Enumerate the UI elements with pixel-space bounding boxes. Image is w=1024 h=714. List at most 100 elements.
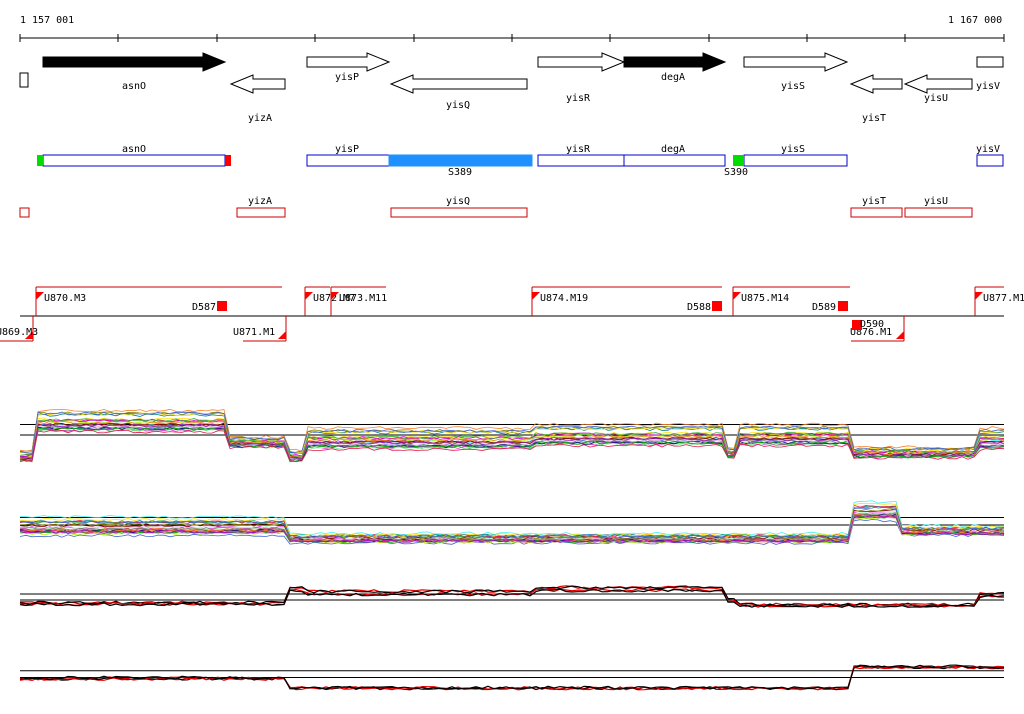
blue-feature-yisV [976, 154, 1004, 167]
transcript-flag [36, 292, 44, 300]
expression-panel-3 [19, 585, 1005, 608]
expression-profile-line [19, 588, 1005, 608]
blue-feature-label-degA: degA [661, 144, 685, 155]
expression-profile-line [19, 420, 1005, 459]
gene-label-yisQ: yisQ [446, 100, 470, 111]
transcript-flag [532, 292, 540, 300]
red-feature-label-yisU: yisU [924, 196, 948, 207]
gene-label-asnO: asnO [122, 81, 146, 92]
expression-profile-line [19, 585, 1005, 607]
gene-arrow-yisT [849, 74, 903, 94]
expression-profile-line [19, 665, 1005, 691]
gene-arrow-yisS [743, 52, 849, 72]
expression-profile-line [19, 429, 1005, 463]
transcript-label: U877.M1 [983, 293, 1024, 304]
expression-profile-line [19, 412, 1005, 454]
gene-label-degA: degA [661, 72, 685, 83]
expression-profile-line [19, 664, 1005, 690]
transcript-label: U875.M14 [741, 293, 789, 304]
gene-arrow-track: asnO yizA yisP yisQ yisR degA yisS yisT yisU yisV [19, 52, 1004, 124]
expression-panel-4 [19, 664, 1005, 691]
expression-profile-line [19, 506, 1005, 539]
gene-arrow-yisQ [389, 74, 528, 94]
start-marker-green [733, 155, 744, 166]
end-marker-red [225, 155, 231, 166]
red-feature-yisQ [390, 207, 528, 218]
blue-feature-label-yisV: yisV [976, 144, 1000, 155]
expression-profile-line [19, 417, 1005, 457]
red-feature-partial [19, 207, 30, 218]
downshift-label: D590 [860, 319, 884, 330]
downshift-label: D589 [812, 302, 836, 313]
red-annotation-track: yizA yisQ yisT yisU [19, 196, 973, 218]
red-feature-label-yisT: yisT [862, 196, 886, 207]
expression-profile-line [19, 408, 1005, 453]
transcript-flag [25, 331, 33, 339]
ruler-start-label: 1 157 001 [20, 15, 74, 26]
transcript-label: U871.M1 [233, 327, 275, 338]
blue-feature-asnO [42, 154, 226, 167]
expression-profile-line [20, 515, 1005, 543]
transcript-flag [896, 331, 904, 339]
gene-label-yisU: yisU [924, 93, 948, 104]
transcript-flag [975, 292, 983, 300]
expression-panel-2 [19, 500, 1005, 545]
gene-arrow-asnO [42, 52, 227, 72]
gene-arrow-yisR [537, 52, 626, 72]
expression-profile-line [19, 423, 1005, 460]
transcript-label: U869.M3 [0, 327, 38, 338]
downshift-marker [712, 301, 722, 311]
transcript-label: U876.M1 [850, 327, 892, 338]
transcript-flag [278, 331, 286, 339]
red-feature-yisT [850, 207, 903, 218]
expression-profile-line [19, 500, 1005, 536]
transcript-flag [733, 292, 741, 300]
expression-profile-line [19, 427, 1005, 462]
gene-label-yisT: yisT [862, 113, 886, 124]
red-feature-label-yisQ: yisQ [446, 196, 470, 207]
blue-segment-S389 [388, 154, 533, 167]
blue-feature-yisR [537, 154, 625, 167]
red-feature-label-yizA: yizA [248, 196, 272, 207]
gene-label-yisV: yisV [976, 81, 1000, 92]
gene-label-yisR: yisR [566, 93, 591, 104]
gene-arrow-yisV [976, 56, 1004, 68]
blue-feature-label-asnO: asnO [122, 144, 146, 155]
blue-feature-yisP [306, 154, 390, 167]
blue-feature-yisS [743, 154, 848, 167]
gene-label-yisS: yisS [781, 81, 805, 92]
expression-profile-line [19, 411, 1005, 454]
transcript-label: U870.M3 [44, 293, 86, 304]
expression-profile-line [19, 504, 1005, 538]
ruler-end-label: 1 167 000 [948, 15, 1002, 26]
blue-feature-label-yisS: yisS [781, 144, 805, 155]
downshift-label: D587 [192, 302, 216, 313]
blue-feature-degA [623, 154, 726, 167]
gene-label-yisP: yisP [335, 72, 359, 83]
blue-feature-label-yisP: yisP [335, 144, 359, 155]
red-feature-yisU [904, 207, 973, 218]
downshift-marker [838, 301, 848, 311]
gene-arrow-yisU [903, 74, 973, 94]
gene-label-yizA: yizA [248, 113, 272, 124]
gene-arrow-yisP [306, 52, 391, 72]
blue-feature-label-yisR: yisR [566, 144, 591, 155]
expression-profile-line [19, 519, 1005, 545]
expression-profile-line [19, 411, 1005, 454]
start-marker-green [37, 155, 43, 166]
segment-label-S390: S390 [724, 167, 748, 178]
partial-gene-left [19, 72, 29, 88]
expression-profile-line [19, 513, 1005, 543]
downshift-marker [852, 320, 862, 330]
red-feature-yizA [236, 207, 286, 218]
transcript-label: U874.M19 [540, 293, 588, 304]
downshift-label: D588 [687, 302, 711, 313]
transcript-flag [331, 292, 339, 300]
gene-arrow-degA [623, 52, 727, 72]
transcript-flag [305, 292, 313, 300]
blue-annotation-track: asnO yisP yisR degA yisS yisV S389 S390 [37, 144, 1004, 178]
transcript-label: U872.M7 [313, 293, 355, 304]
gene-arrow-yizA [229, 74, 286, 94]
expression-panel-1 [19, 408, 1005, 463]
